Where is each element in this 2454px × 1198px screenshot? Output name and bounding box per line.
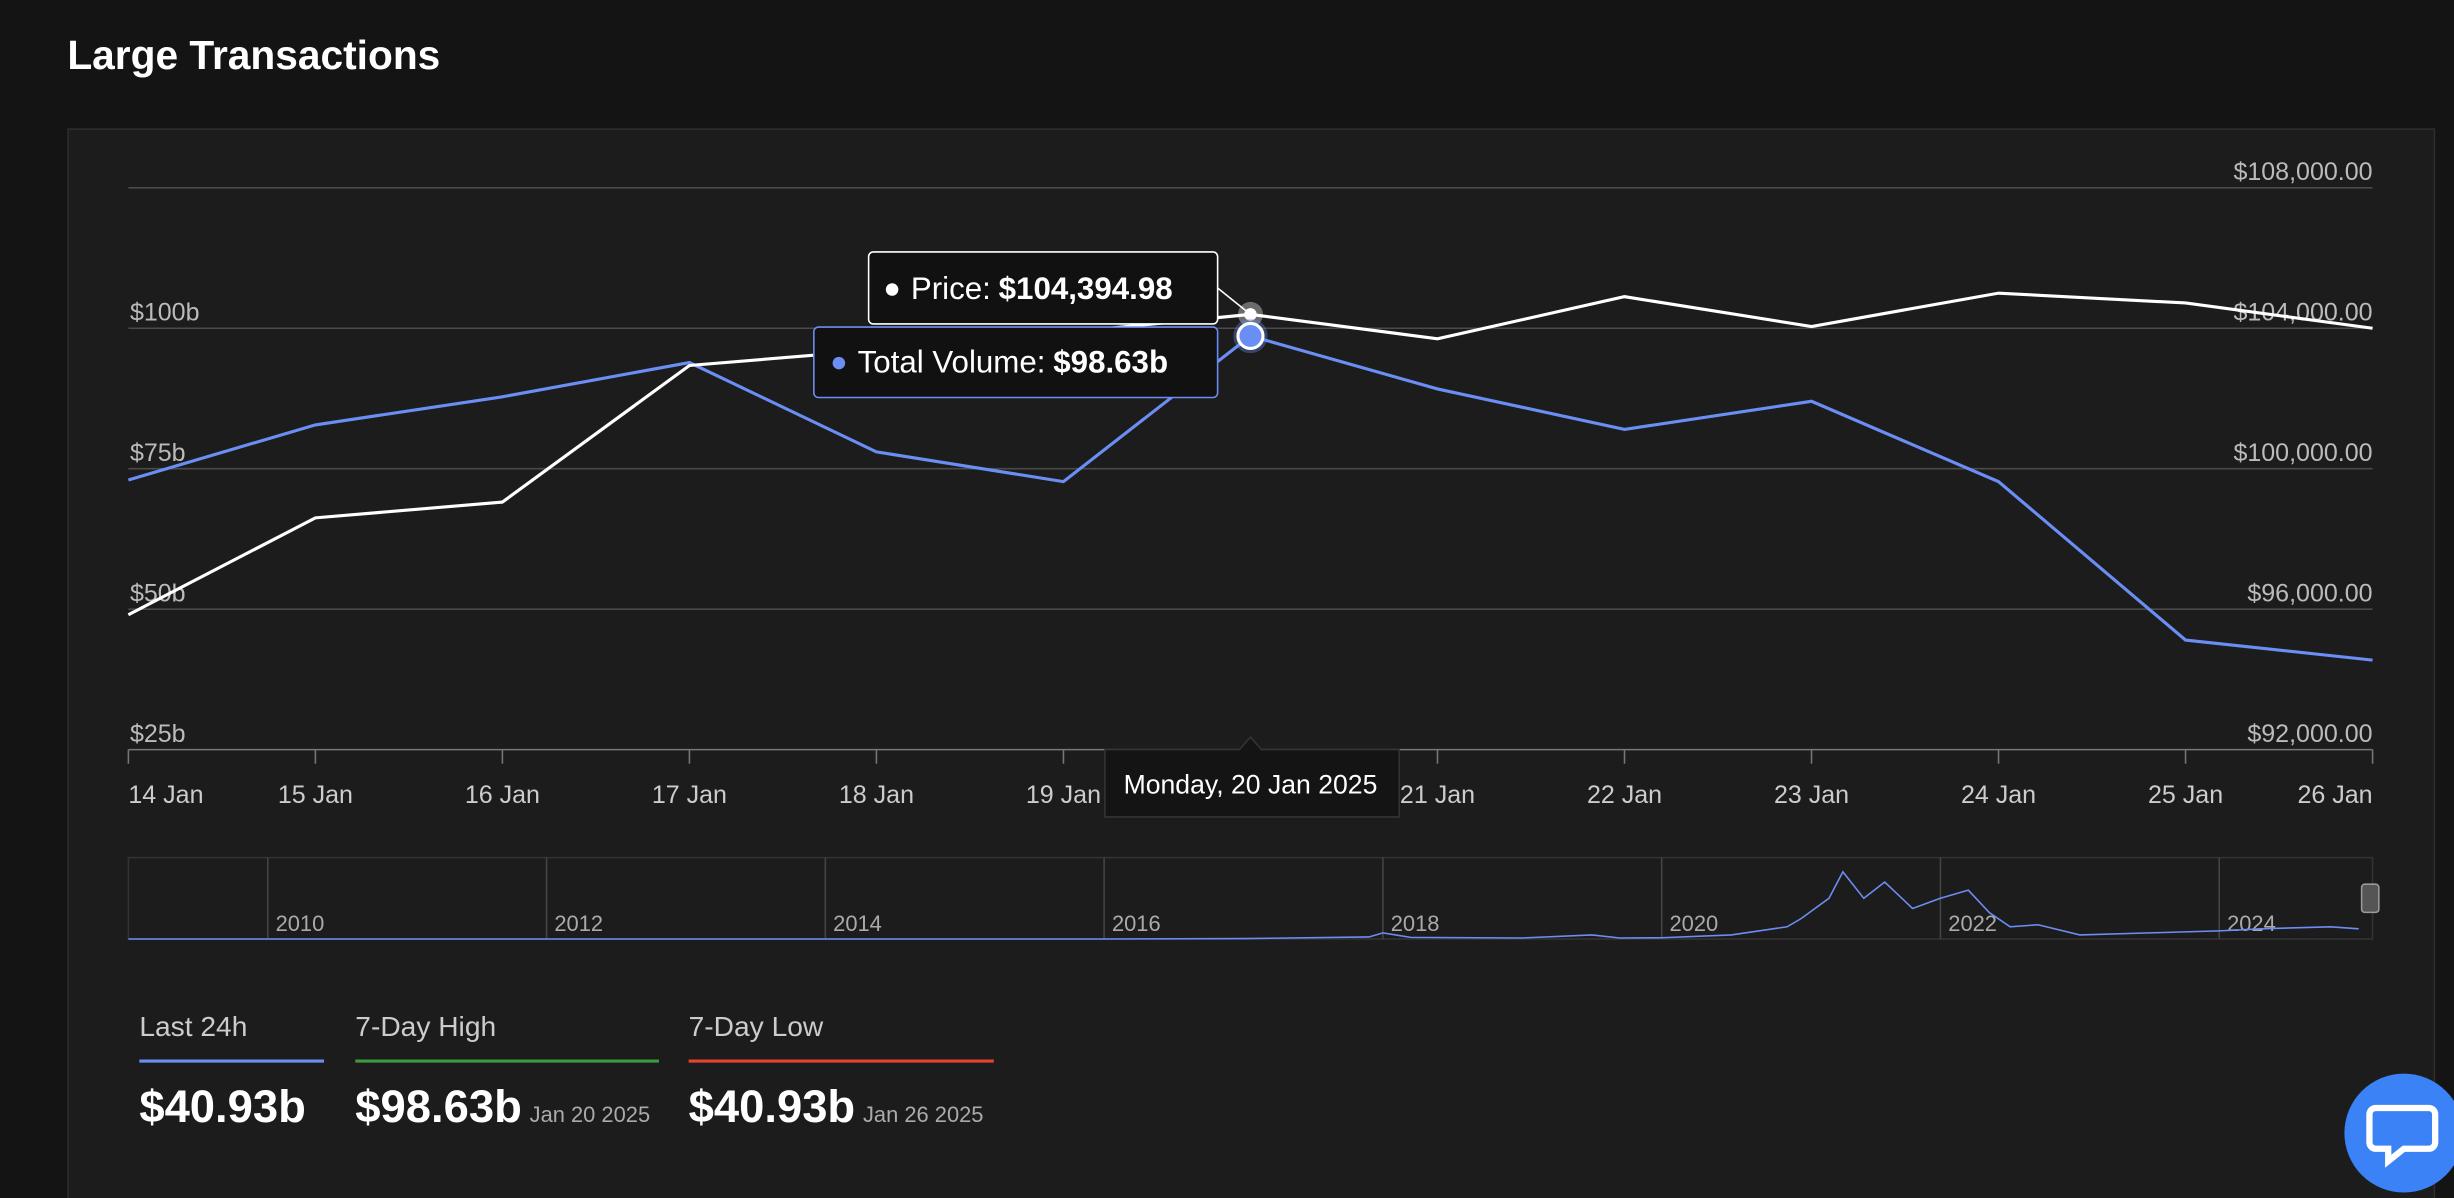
- tooltip-name: Price:: [911, 271, 991, 306]
- tooltip-bullet: [885, 283, 899, 296]
- panel: [67, 128, 2436, 1198]
- y2-tick-label: $92,000.00: [2247, 720, 2372, 748]
- x-tick-label: 14 Jan: [128, 781, 203, 809]
- hover-point: [1236, 321, 1265, 351]
- tooltip-value: $104,394.98: [999, 271, 1173, 306]
- y2-tick-label: $100,000.00: [2233, 439, 2372, 467]
- date-tooltip: [1104, 735, 1400, 818]
- x-tick-label: 24 Jan: [1961, 781, 2036, 809]
- chat-button[interactable]: [2344, 1073, 2454, 1193]
- navigator-tick-label: 2018: [1391, 911, 1440, 936]
- tooltip-text: Price: $104,394.98: [911, 271, 1173, 306]
- tooltip-text: Total Volume: $98.63b: [858, 344, 1168, 379]
- x-tick-label: 16 Jan: [465, 781, 540, 809]
- tooltip-name: Total Volume:: [858, 344, 1046, 379]
- navigator-tick-label: 2010: [276, 911, 325, 936]
- tooltip-box: [867, 251, 1219, 325]
- navigator-tick-label: 2012: [554, 911, 603, 936]
- stat-date: Jan 26 2025: [863, 1102, 984, 1127]
- y-tick-label: $100b: [130, 298, 200, 326]
- x-tick-label: 15 Jan: [278, 781, 353, 809]
- y2-tick-label: $96,000.00: [2247, 579, 2372, 607]
- y2-tick-label: $108,000.00: [2233, 158, 2372, 186]
- y-tick-label: $50b: [130, 579, 186, 607]
- chat-icon: [2366, 1104, 2439, 1168]
- navigator-handle[interactable]: [2360, 883, 2380, 914]
- stat-label: Last 24h: [139, 1011, 247, 1042]
- tooltip-box: [813, 326, 1219, 399]
- x-tick-label: 18 Jan: [839, 781, 914, 809]
- x-tick-label: 21 Jan: [1400, 781, 1475, 809]
- stat-value: $40.93b: [139, 1081, 306, 1132]
- navigator-tick-label: 2020: [1670, 911, 1719, 936]
- tooltip-value: $98.63b: [1053, 344, 1168, 379]
- chart: $25b $50b $75b $100b $92,000.00 $96,000.00 $10…: [127, 158, 2380, 1132]
- navigator-tick-label: 2024: [2227, 911, 2276, 936]
- navigator-line: [128, 870, 2359, 940]
- tooltip-connector: [1217, 287, 1251, 315]
- stat-value: $40.93b: [689, 1081, 856, 1132]
- stat-label: 7-Day Low: [689, 1011, 824, 1042]
- y-tick-label: $75b: [130, 439, 186, 467]
- date-tooltip-text: Monday, 20 Jan 2025: [1124, 769, 1378, 799]
- navigator-tick-label: 2022: [1948, 911, 1997, 936]
- page-title: Large Transactions: [67, 32, 440, 78]
- x-tick-label: 26 Jan: [2297, 781, 2372, 809]
- navigator-tick-label: 2016: [1112, 911, 1161, 936]
- x-tick-label: 19 Jan: [1026, 781, 1101, 809]
- stat-date: Jan 20 2025: [530, 1102, 651, 1127]
- stat-value: $98.63b: [355, 1081, 522, 1132]
- navigator-tick-label: 2014: [833, 911, 882, 936]
- stat-label: 7-Day High: [355, 1011, 496, 1042]
- x-tick-label: 17 Jan: [652, 781, 727, 809]
- x-tick-label: 22 Jan: [1587, 781, 1662, 809]
- x-tick-label: 23 Jan: [1774, 781, 1849, 809]
- y-tick-label: $25b: [130, 720, 186, 748]
- x-tick-label: 25 Jan: [2148, 781, 2223, 809]
- tooltip-bullet: [832, 356, 846, 370]
